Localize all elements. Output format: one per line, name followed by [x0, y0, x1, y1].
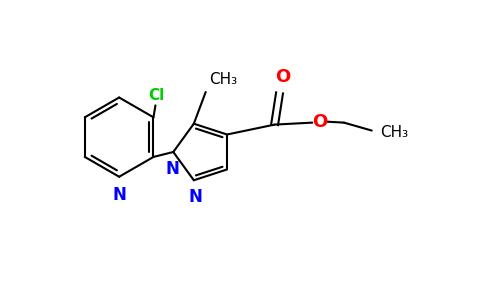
Text: Cl: Cl: [148, 88, 165, 104]
Text: N: N: [112, 186, 126, 204]
Text: O: O: [313, 112, 328, 130]
Text: CH₃: CH₃: [379, 125, 408, 140]
Text: CH₃: CH₃: [209, 72, 237, 87]
Text: N: N: [166, 160, 179, 178]
Text: N: N: [189, 188, 203, 206]
Text: O: O: [275, 68, 290, 86]
